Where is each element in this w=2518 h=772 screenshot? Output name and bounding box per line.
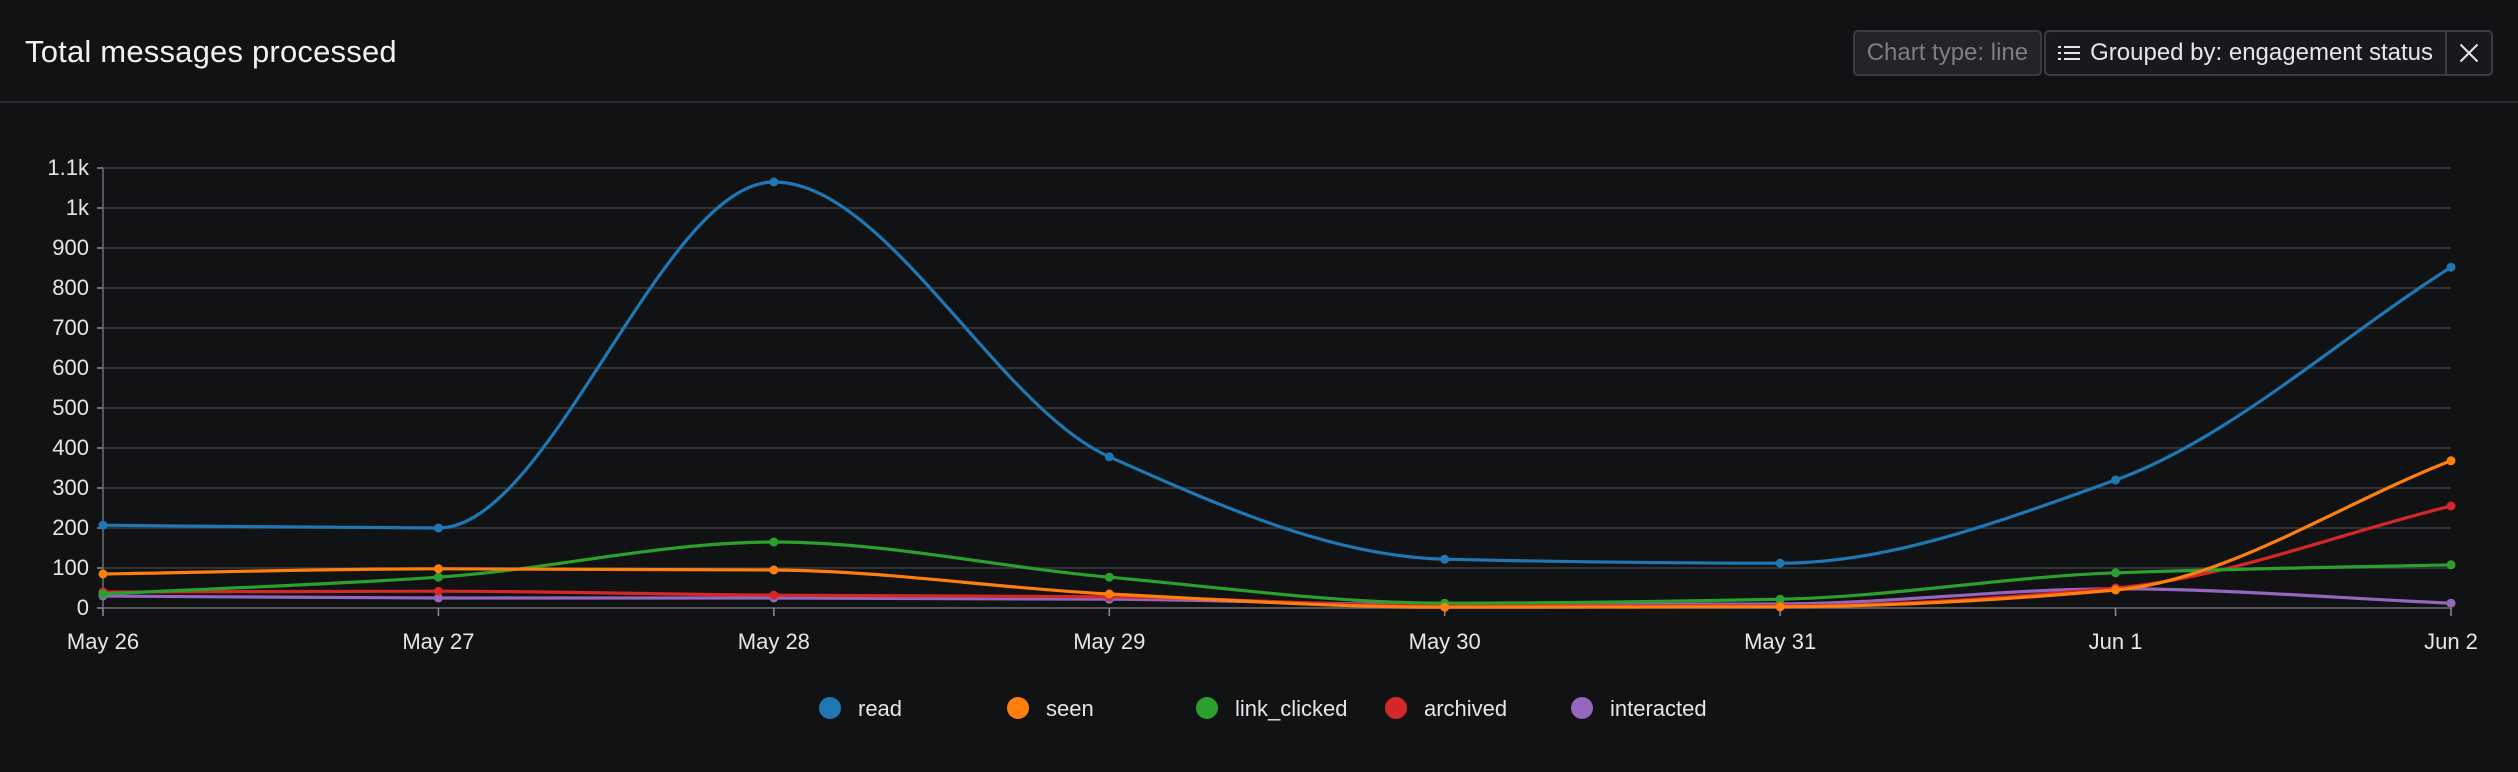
legend-label: archived [1424,696,1507,721]
legend-label: seen [1046,696,1094,721]
data-point-link_clicked [1775,594,1785,604]
legend-label: read [858,696,902,721]
data-point-link_clicked [2446,560,2456,570]
data-point-read [1104,452,1114,462]
series-seen [98,456,2456,612]
group-by-label: Grouped by: engagement status [2090,39,2433,66]
legend-item-interacted: interacted [1571,696,1707,721]
x-tick-label: May 28 [738,629,810,654]
y-tick-label: 1k [66,195,90,220]
y-tick-label: 700 [52,315,89,340]
legend-item-seen: seen [1007,696,1094,721]
chart-type-button[interactable]: Chart type: line [1852,30,2043,76]
series-line-read [102,180,2452,565]
data-point-seen [433,564,443,574]
group-by-button[interactable]: Grouped by: engagement status [2044,30,2447,76]
chart-controls: Chart type: line Grouped by: engagement … [1852,30,2493,76]
series-read [98,177,2456,568]
y-tick-label: 100 [52,555,89,580]
x-tick-label: Jun 1 [2089,629,2143,654]
x-tick-label: May 31 [1744,629,1816,654]
y-tick-label: 800 [52,275,89,300]
x-tick-label: May 26 [67,629,139,654]
grid-lines [103,167,2451,609]
data-point-read [433,523,443,533]
legend-swatch [1196,697,1218,719]
axes: 0 100 200 300 400 500 600 700 800 900 1k 1.1k May 26… [47,155,2478,654]
data-point-seen [2111,585,2121,595]
series-line-link_clicked [102,540,2452,605]
list-icon [2058,44,2081,62]
x-tick-label: Jun 2 [2424,629,2478,654]
data-point-read [1775,558,1785,568]
data-point-interacted [2446,598,2456,608]
data-point-link_clicked [1104,572,1114,582]
legend-item-read: read [819,696,902,721]
y-tick-label: 900 [52,235,89,260]
y-tick-label: 300 [52,475,89,500]
data-point-seen [1775,602,1785,612]
chart-title: Total messages processed [25,34,397,69]
data-point-seen [2446,456,2456,466]
y-tick-label: 1.1k [47,155,90,180]
data-point-archived [2446,501,2456,511]
data-point-seen [1440,602,1450,612]
legend: read seen link_clicked archived interacted [819,696,1707,721]
data-point-link_clicked [2111,568,2121,578]
data-point-read [1440,554,1450,564]
legend-label: link_clicked [1235,696,1348,721]
data-point-link_clicked [98,589,108,599]
data-point-interacted [433,593,443,603]
y-tick-label: 200 [52,515,89,540]
legend-label: interacted [1610,696,1707,721]
legend-swatch [1571,697,1593,719]
data-point-seen [769,565,779,575]
data-point-seen [98,569,108,579]
y-tick-label: 0 [77,595,89,620]
series-line-seen [102,459,2452,609]
legend-swatch [1007,697,1029,719]
y-tick-label: 600 [52,355,89,380]
data-point-read [769,177,779,187]
clear-grouping-button[interactable] [2447,30,2493,76]
data-point-link_clicked [769,537,779,547]
y-tick-label: 400 [52,435,89,460]
x-tick-label: May 30 [1409,629,1481,654]
data-point-read [98,520,108,530]
series-lines [98,177,2456,612]
data-point-read [2111,475,2121,485]
y-tick-label: 500 [52,395,89,420]
x-tick-label: May 29 [1073,629,1145,654]
legend-item-archived: archived [1385,696,1507,721]
data-point-read [2446,262,2456,272]
data-point-link_clicked [433,572,443,582]
x-tick-label: May 27 [402,629,474,654]
legend-swatch [1385,697,1407,719]
data-point-archived [433,586,443,596]
chart-header: Total messages processed Chart type: lin… [0,0,2518,103]
legend-item-link_clicked: link_clicked [1196,696,1348,721]
data-point-archived [769,590,779,600]
data-point-seen [1104,589,1114,599]
legend-swatch [819,697,841,719]
